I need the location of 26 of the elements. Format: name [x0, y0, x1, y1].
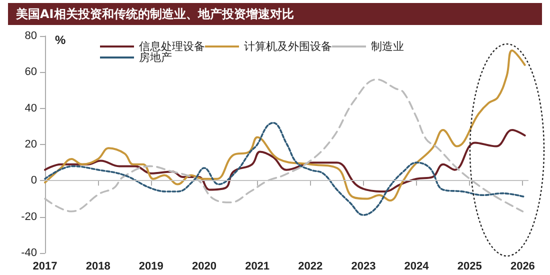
x-tick-label: 2025: [457, 260, 482, 272]
x-tick-label: 2020: [192, 260, 216, 272]
x-tick-label: 2018: [86, 260, 110, 272]
legend-label: 信息处理设备: [139, 40, 205, 53]
x-tick-label: 2017: [32, 260, 58, 272]
x-tick-label: 2019: [138, 260, 164, 272]
x-tick-label: 2023: [351, 260, 376, 272]
legend-label: 制造业: [371, 40, 404, 53]
legend-label: 计算机及外围设备: [244, 40, 332, 53]
x-tick-label: 2026: [510, 260, 535, 272]
line-series: [44, 122, 526, 216]
y-tick-label: -20: [21, 210, 37, 223]
y-tick-label: 60: [24, 66, 37, 78]
line-series: [44, 78, 524, 212]
y-tick-label: -40: [21, 247, 37, 259]
y-tick-label: 20: [24, 138, 37, 150]
x-tick-label: 2024: [404, 260, 430, 272]
chart-title: 美国AI相关投资和传统的制造业、地产投资增速对比: [8, 3, 542, 25]
y-tick-label: 40: [24, 102, 37, 114]
y-axis-title: %: [55, 33, 66, 47]
legend-label: 房地产: [139, 51, 172, 64]
x-tick-label: 2021: [245, 260, 270, 272]
x-tick-label: 2022: [298, 260, 323, 272]
line-series: [44, 129, 526, 193]
y-tick-label: 0: [30, 174, 37, 187]
y-tick-label: 80: [24, 30, 37, 42]
